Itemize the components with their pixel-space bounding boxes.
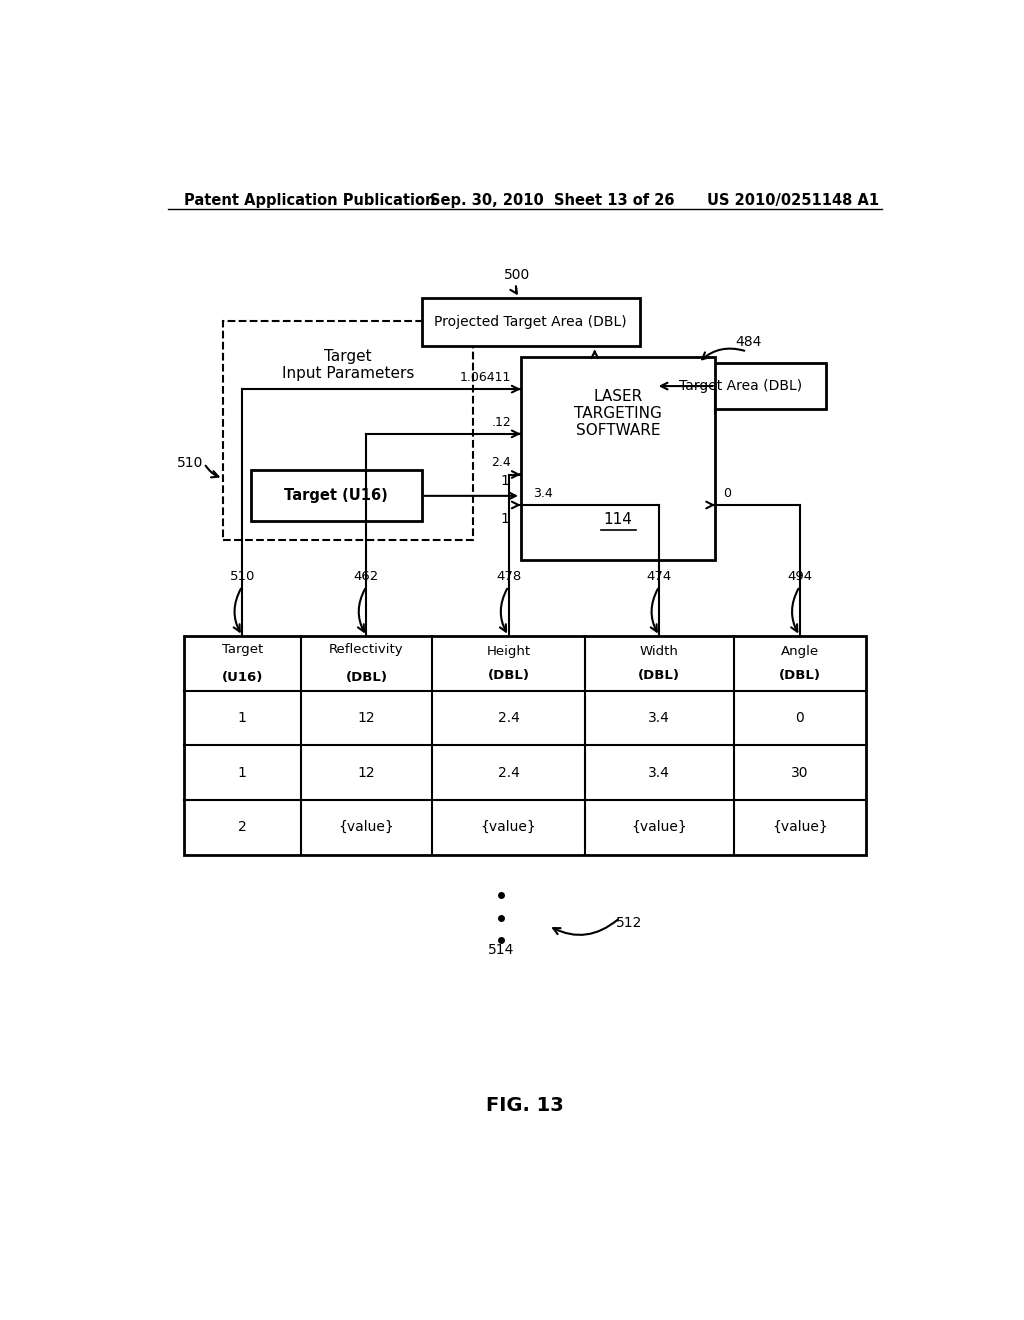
Text: 1: 1 bbox=[238, 766, 247, 780]
Text: .12: .12 bbox=[492, 416, 511, 429]
Text: Target (U16): Target (U16) bbox=[285, 488, 388, 503]
Text: 1: 1 bbox=[500, 512, 509, 527]
Text: (DBL): (DBL) bbox=[638, 669, 680, 682]
Text: Width: Width bbox=[640, 644, 679, 657]
Text: 0: 0 bbox=[723, 487, 731, 500]
Text: 494: 494 bbox=[787, 570, 812, 583]
Text: 114: 114 bbox=[603, 512, 633, 527]
Text: Reflectivity: Reflectivity bbox=[329, 643, 403, 656]
FancyBboxPatch shape bbox=[521, 356, 715, 560]
Text: {value}: {value} bbox=[339, 820, 394, 834]
Text: 1: 1 bbox=[500, 474, 509, 487]
FancyBboxPatch shape bbox=[655, 363, 826, 409]
Text: 2.4: 2.4 bbox=[498, 766, 519, 780]
Text: 512: 512 bbox=[616, 916, 642, 929]
Text: FIG. 13: FIG. 13 bbox=[486, 1096, 563, 1115]
Text: 2: 2 bbox=[238, 820, 247, 834]
Text: {value}: {value} bbox=[632, 820, 687, 834]
Text: Height: Height bbox=[486, 644, 530, 657]
Text: Target
Input Parameters: Target Input Parameters bbox=[282, 348, 415, 381]
Text: 3.4: 3.4 bbox=[648, 711, 671, 725]
Text: 484: 484 bbox=[735, 335, 762, 350]
Text: LASER
TARGETING
SOFTWARE: LASER TARGETING SOFTWARE bbox=[574, 388, 662, 438]
Text: (U16): (U16) bbox=[221, 671, 263, 684]
Text: US 2010/0251148 A1: US 2010/0251148 A1 bbox=[708, 193, 880, 209]
Text: 1: 1 bbox=[238, 711, 247, 725]
Text: 500: 500 bbox=[504, 268, 530, 282]
Text: 2.4: 2.4 bbox=[498, 711, 519, 725]
Text: (DBL): (DBL) bbox=[487, 669, 529, 682]
Text: Sep. 30, 2010  Sheet 13 of 26: Sep. 30, 2010 Sheet 13 of 26 bbox=[430, 193, 674, 209]
FancyBboxPatch shape bbox=[223, 321, 473, 540]
Text: 510: 510 bbox=[229, 570, 255, 583]
Text: 12: 12 bbox=[357, 766, 375, 780]
Text: 12: 12 bbox=[357, 711, 375, 725]
Text: 1.06411: 1.06411 bbox=[460, 371, 511, 384]
Text: 514: 514 bbox=[487, 942, 514, 957]
Text: Target Area (DBL): Target Area (DBL) bbox=[680, 379, 803, 393]
Text: Patent Application Publication: Patent Application Publication bbox=[183, 193, 435, 209]
Text: 510: 510 bbox=[177, 457, 204, 470]
Text: {value}: {value} bbox=[772, 820, 827, 834]
Text: {value}: {value} bbox=[480, 820, 537, 834]
Text: 462: 462 bbox=[354, 570, 379, 583]
FancyBboxPatch shape bbox=[251, 470, 422, 521]
FancyBboxPatch shape bbox=[422, 297, 640, 346]
Text: 2.4: 2.4 bbox=[492, 457, 511, 470]
Text: (DBL): (DBL) bbox=[779, 669, 821, 682]
Text: (DBL): (DBL) bbox=[345, 671, 387, 684]
Text: 30: 30 bbox=[791, 766, 809, 780]
Text: 474: 474 bbox=[647, 570, 672, 583]
Text: 3.4: 3.4 bbox=[648, 766, 671, 780]
FancyBboxPatch shape bbox=[183, 636, 866, 854]
Text: 478: 478 bbox=[496, 570, 521, 583]
Text: Projected Target Area (DBL): Projected Target Area (DBL) bbox=[434, 315, 627, 329]
Text: 0: 0 bbox=[796, 711, 804, 725]
Text: 3.4: 3.4 bbox=[532, 487, 553, 500]
Text: Target: Target bbox=[221, 643, 263, 656]
Text: Angle: Angle bbox=[780, 644, 819, 657]
